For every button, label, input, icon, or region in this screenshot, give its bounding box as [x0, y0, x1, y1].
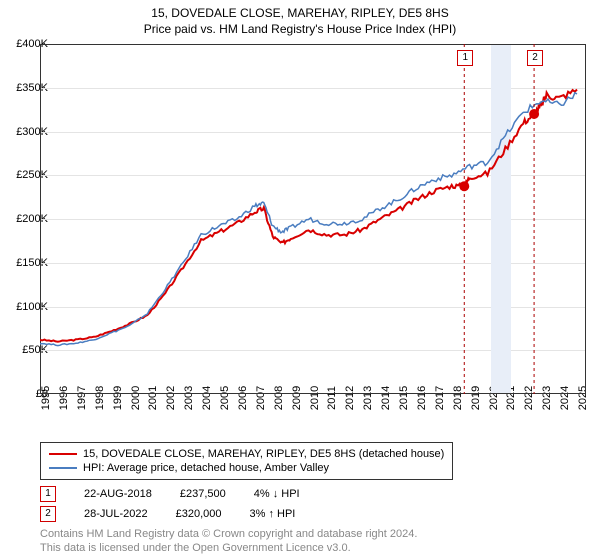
legend-label: 15, DOVEDALE CLOSE, MAREHAY, RIPLEY, DE5… [83, 448, 444, 460]
event-label-box: 2 [527, 50, 543, 66]
footnote-line: This data is licensed under the Open Gov… [40, 542, 351, 556]
event-delta: 3% ↑ HPI [249, 508, 295, 520]
event-price: £237,500 [180, 488, 226, 500]
event-price: £320,000 [176, 508, 222, 520]
event-label-box: 1 [457, 50, 473, 66]
legend-swatch [49, 467, 77, 469]
chart-title: 15, DOVEDALE CLOSE, MAREHAY, RIPLEY, DE5… [0, 0, 600, 20]
footnote-line: Contains HM Land Registry data © Crown c… [40, 528, 417, 542]
event-date: 22-AUG-2018 [84, 488, 152, 500]
legend-item: HPI: Average price, detached house, Ambe… [49, 461, 444, 475]
legend: 15, DOVEDALE CLOSE, MAREHAY, RIPLEY, DE5… [40, 442, 453, 480]
event-marker-icon: 2 [40, 506, 56, 522]
legend-item: 15, DOVEDALE CLOSE, MAREHAY, RIPLEY, DE5… [49, 447, 444, 461]
event-marker-icon: 1 [40, 486, 56, 502]
event-delta: 4% ↓ HPI [254, 488, 300, 500]
legend-swatch [49, 453, 77, 455]
legend-label: HPI: Average price, detached house, Ambe… [83, 462, 329, 474]
event-row: 2 28-JUL-2022 £320,000 3% ↑ HPI [40, 506, 295, 522]
chart-subtitle: Price paid vs. HM Land Registry's House … [0, 20, 600, 36]
plot-area [40, 44, 586, 394]
chart-container: 15, DOVEDALE CLOSE, MAREHAY, RIPLEY, DE5… [0, 0, 600, 560]
event-date: 28-JUL-2022 [84, 508, 148, 520]
event-row: 1 22-AUG-2018 £237,500 4% ↓ HPI [40, 486, 300, 502]
